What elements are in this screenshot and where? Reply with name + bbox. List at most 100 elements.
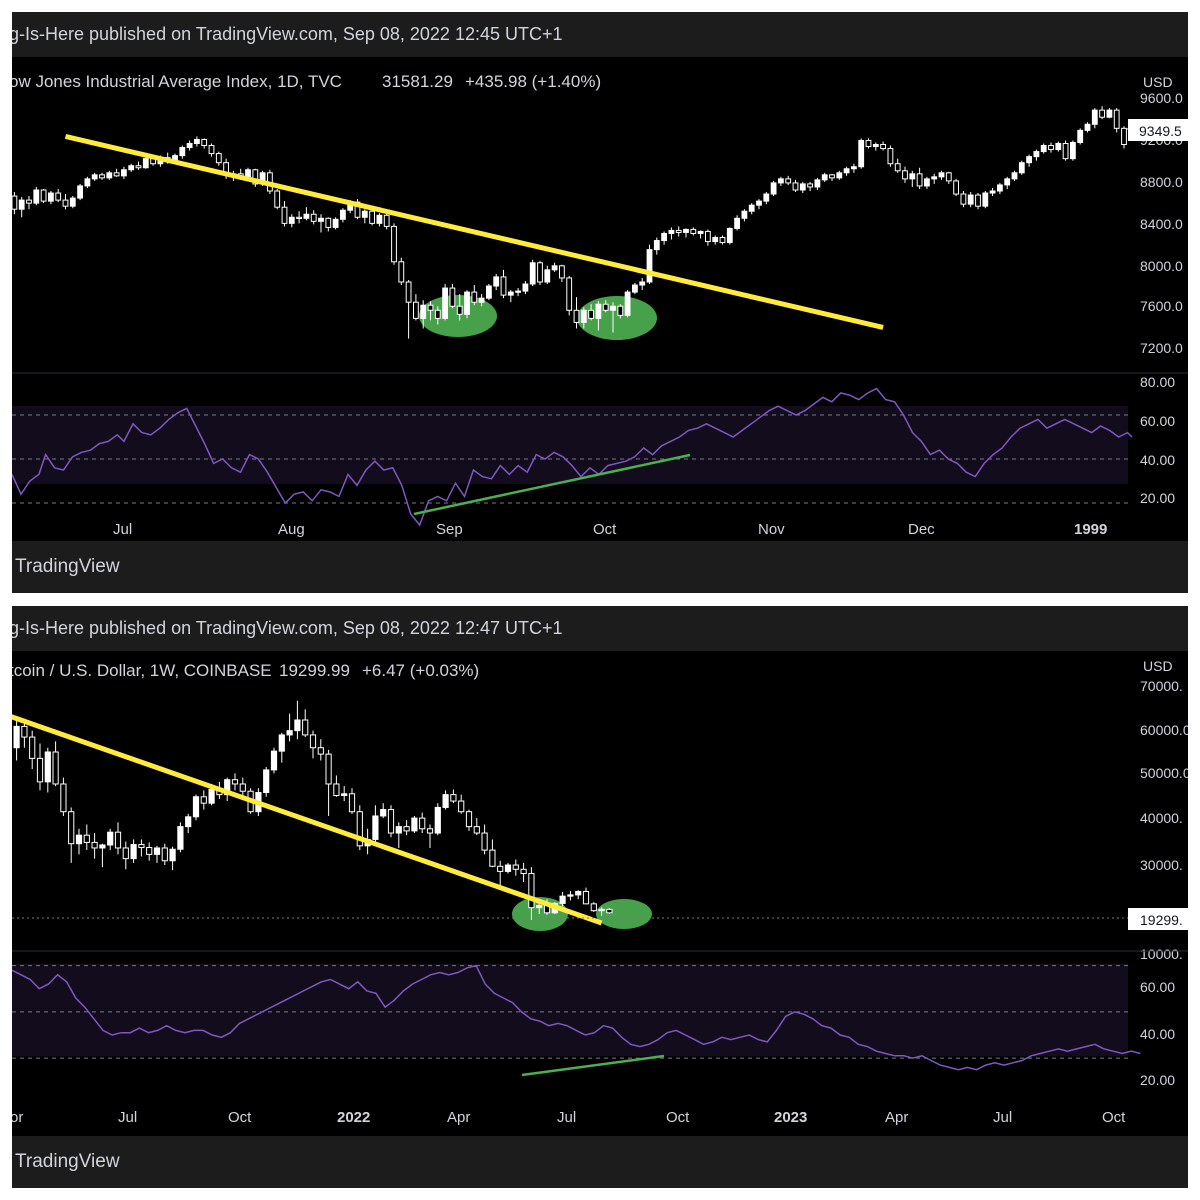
candle[interactable] [128, 163, 135, 172]
candle[interactable] [580, 307, 587, 329]
candle[interactable] [169, 846, 176, 871]
candle[interactable] [427, 301, 434, 321]
candle[interactable] [348, 788, 356, 814]
candle[interactable] [372, 805, 379, 842]
candle[interactable] [610, 302, 616, 333]
candle[interactable] [953, 178, 960, 197]
candle[interactable] [916, 167, 923, 189]
candle[interactable] [55, 188, 62, 203]
candle[interactable] [865, 138, 872, 149]
candle[interactable] [426, 824, 434, 848]
candle[interactable] [567, 891, 574, 901]
candle[interactable] [1004, 176, 1011, 189]
candle[interactable] [177, 822, 184, 853]
candle[interactable] [405, 279, 412, 339]
candle[interactable] [507, 290, 514, 303]
candle[interactable] [36, 743, 44, 791]
candle[interactable] [982, 191, 989, 209]
candle[interactable] [270, 747, 278, 774]
candle[interactable] [91, 172, 98, 181]
candle[interactable] [387, 805, 395, 838]
candle[interactable] [296, 211, 303, 224]
candle[interactable] [456, 294, 463, 321]
candle[interactable] [799, 181, 806, 194]
candle[interactable] [122, 841, 129, 870]
candle[interactable] [653, 237, 660, 255]
candle[interactable] [420, 300, 427, 329]
candle[interactable] [967, 192, 974, 208]
candle[interactable] [646, 244, 653, 285]
candle[interactable] [395, 822, 402, 848]
chart-canvas[interactable]: ow Jones Industrial Average Index, 1D, T… [12, 57, 1188, 541]
rsi-divergence-line[interactable] [521, 1054, 665, 1077]
candle[interactable] [989, 187, 996, 197]
candle[interactable] [403, 820, 410, 836]
candle[interactable] [590, 902, 597, 912]
candle[interactable] [434, 306, 441, 325]
candle[interactable] [486, 284, 492, 301]
candle[interactable] [778, 176, 784, 186]
candle[interactable] [208, 143, 215, 157]
candle[interactable] [317, 739, 324, 761]
candle[interactable] [544, 265, 551, 285]
candle[interactable] [712, 235, 719, 245]
candle[interactable] [887, 145, 894, 167]
candle[interactable] [829, 173, 835, 181]
candle[interactable] [185, 813, 192, 834]
candle[interactable] [52, 741, 59, 787]
candle[interactable] [99, 172, 105, 180]
candle[interactable] [522, 280, 529, 295]
candle[interactable] [661, 231, 668, 245]
candle[interactable] [194, 136, 200, 147]
candle[interactable] [40, 188, 47, 204]
candle[interactable] [500, 269, 507, 299]
candle[interactable] [340, 208, 346, 223]
candle[interactable] [309, 730, 317, 759]
candle[interactable] [310, 210, 317, 225]
candle[interactable] [741, 209, 748, 222]
candle[interactable] [595, 301, 602, 331]
candle[interactable] [481, 824, 488, 855]
candle[interactable] [398, 257, 405, 286]
candle[interactable] [588, 304, 595, 321]
candle[interactable] [91, 833, 98, 859]
candle[interactable] [938, 170, 945, 180]
candle[interactable] [880, 141, 887, 151]
candle[interactable] [489, 839, 496, 868]
resistance-trendline[interactable] [64, 133, 884, 330]
candle[interactable] [598, 907, 605, 916]
candle[interactable] [814, 177, 821, 190]
candle[interactable] [924, 176, 930, 189]
candle[interactable] [512, 859, 519, 876]
candle[interactable] [60, 777, 67, 816]
candle[interactable] [29, 730, 36, 770]
candle[interactable] [1077, 128, 1084, 145]
candle[interactable] [99, 843, 106, 868]
candle[interactable] [975, 193, 981, 210]
candle[interactable] [383, 213, 390, 230]
candle[interactable] [135, 161, 142, 170]
candle[interactable] [668, 227, 675, 240]
candle[interactable] [281, 201, 288, 227]
candle[interactable] [697, 230, 704, 239]
candle[interactable] [44, 747, 51, 793]
candle[interactable] [288, 214, 295, 228]
candle[interactable] [113, 168, 120, 177]
candle[interactable] [107, 828, 114, 851]
candle[interactable] [231, 773, 239, 791]
candle[interactable] [770, 180, 777, 197]
candle[interactable] [1026, 154, 1033, 167]
candle[interactable] [449, 284, 456, 309]
candle[interactable] [858, 138, 865, 169]
candle[interactable] [33, 186, 40, 206]
candle[interactable] [302, 709, 309, 738]
candle[interactable] [106, 170, 113, 180]
candle[interactable] [130, 839, 137, 863]
candle[interactable] [450, 789, 457, 804]
candle[interactable] [683, 228, 689, 238]
candle[interactable] [756, 199, 762, 210]
candle[interactable] [606, 908, 613, 915]
candle[interactable] [559, 891, 566, 907]
candle[interactable] [153, 845, 161, 863]
candle[interactable] [146, 842, 153, 861]
